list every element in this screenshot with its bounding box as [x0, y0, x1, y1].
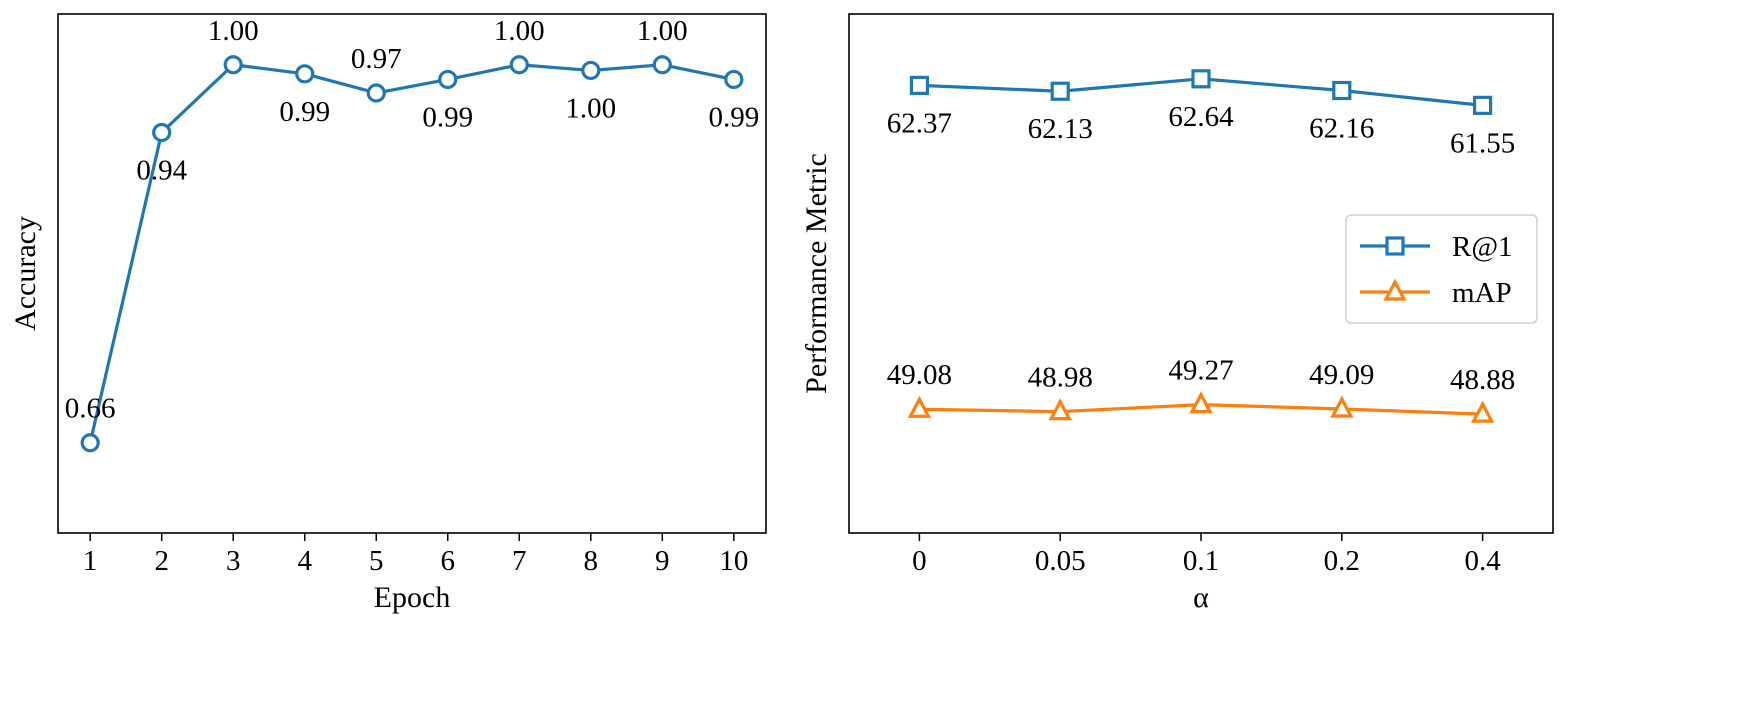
x-tick-label: 7: [512, 545, 527, 577]
x-tick-label: 9: [655, 545, 670, 577]
data-label: 0.66: [65, 393, 116, 425]
data-point: [909, 75, 930, 95]
data-label: 49.08: [887, 359, 952, 391]
data-label: 62.16: [1309, 113, 1374, 145]
data-label: 48.88: [1450, 364, 1515, 396]
x-tick-label: 10: [719, 545, 748, 577]
x-tick-label: 0.05: [1035, 545, 1086, 577]
data-point: [1470, 400, 1495, 423]
accuracy-epoch-chart: 1 2 3 4 5 6 7 8 9 10 Epoch Accuracy 0.66 0.94 1.00 0.99…: [9, 13, 767, 614]
x-tick-label: 5: [369, 545, 384, 577]
x-tick-label: 4: [297, 545, 312, 577]
data-point: [1191, 69, 1211, 89]
data-label: 49.27: [1168, 355, 1233, 387]
y-axis-label: Accuracy: [9, 216, 42, 331]
x-tick-label: 0.1: [1183, 545, 1219, 577]
legend-marker: [1385, 236, 1405, 256]
x-tick-label: 6: [441, 545, 456, 577]
data-label: 0.99: [279, 96, 330, 128]
data-label: 0.94: [136, 154, 187, 186]
legend-label: R@1: [1452, 231, 1513, 263]
data-label: 61.55: [1450, 127, 1515, 159]
data-point: [652, 55, 672, 75]
data-point: [907, 395, 932, 418]
data-label: 0.99: [708, 101, 759, 133]
legend-label: mAP: [1452, 277, 1512, 309]
data-point: [80, 433, 100, 453]
x-tick-label: 2: [154, 545, 169, 577]
data-point: [1189, 391, 1213, 414]
x-tick-label: 0: [912, 545, 927, 577]
legend-marker: [1383, 278, 1407, 301]
data-point: [724, 69, 744, 90]
x-tick-label: 3: [226, 545, 241, 577]
data-point: [1472, 95, 1493, 115]
plot-frame: [57, 13, 767, 534]
data-point: [1050, 81, 1070, 101]
x-tick-label: 0.2: [1324, 545, 1360, 577]
data-label: 62.13: [1028, 113, 1093, 145]
legend: R@1 mAP: [1345, 214, 1538, 324]
x-tick-label: 8: [584, 545, 599, 577]
data-point: [509, 55, 529, 75]
data-point: [295, 64, 315, 84]
data-point: [581, 60, 601, 81]
data-label: 48.98: [1028, 362, 1093, 394]
performance-alpha-chart: 0 0.05 0.1 0.2 0.4 α Performance Metric 62.37 62…: [800, 13, 1554, 614]
data-label: 62.37: [887, 107, 952, 139]
data-label: 1.00: [637, 15, 688, 47]
data-label: 0.99: [422, 101, 473, 133]
data-point: [1048, 398, 1072, 421]
data-point: [438, 69, 458, 90]
data-label: 0.97: [351, 43, 402, 75]
data-point: [1330, 395, 1354, 418]
data-point: [152, 122, 172, 143]
data-point: [366, 83, 386, 103]
data-label: 1.00: [208, 15, 259, 47]
data-label: 1.00: [494, 15, 545, 47]
data-label: 49.09: [1309, 359, 1374, 391]
data-point: [223, 55, 243, 75]
x-tick-label: 1: [83, 545, 98, 577]
y-axis-label: Performance Metric: [800, 153, 833, 394]
data-point: [1332, 80, 1352, 101]
plot-frame: [848, 13, 1554, 534]
x-tick-label: 0.4: [1464, 545, 1501, 577]
x-axis-label: Epoch: [374, 581, 451, 614]
x-axis-label: α: [1193, 581, 1209, 614]
data-label: 62.64: [1168, 101, 1234, 133]
data-label: 1.00: [565, 92, 616, 124]
series-line: [88, 63, 735, 444]
